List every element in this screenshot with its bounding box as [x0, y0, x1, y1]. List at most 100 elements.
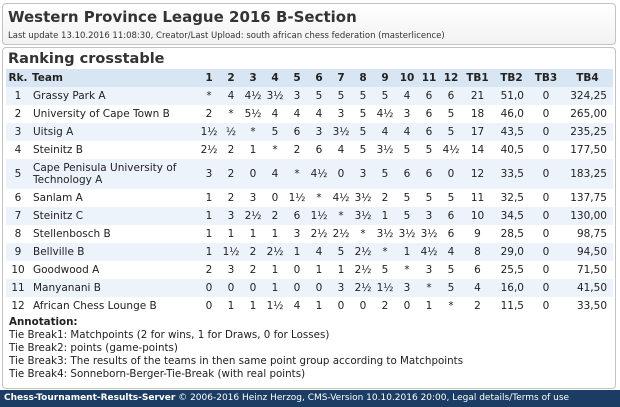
- result-cell: 2½: [264, 243, 286, 261]
- team-name-link[interactable]: Steinitz B: [30, 141, 198, 159]
- tb2-cell: 29,0: [493, 243, 530, 261]
- result-cell: 1: [308, 297, 330, 315]
- result-cell: 5: [352, 123, 374, 141]
- result-cell: ½: [220, 123, 242, 141]
- column-header: TB3: [530, 69, 562, 87]
- result-cell: 4: [308, 105, 330, 123]
- tb1-cell: 2: [462, 297, 493, 315]
- table-row: 7 Steinitz C 1 3 2½ 2 6 1½ * 3½ 1 5 3 6 10 34,5 0 130,00: [6, 207, 613, 225]
- table-row: 3 Uitsig A 1½ ½ * 5 6 3 3½ 5 4 4 6 5 17 43,5 0 235,25: [6, 123, 613, 141]
- result-cell: 3: [286, 87, 308, 105]
- result-cell: 5: [440, 123, 462, 141]
- result-cell: 6: [418, 123, 440, 141]
- tb3-cell: 0: [530, 279, 562, 297]
- result-cell: 4: [308, 243, 330, 261]
- tb3-cell: 0: [530, 297, 562, 315]
- result-cell: 0: [440, 159, 462, 189]
- rank-cell: 11: [6, 279, 30, 297]
- column-header: 5: [286, 69, 308, 87]
- result-cell: 5: [396, 207, 418, 225]
- result-cell: 6: [418, 87, 440, 105]
- result-cell: 1: [242, 141, 264, 159]
- result-cell: 0: [198, 297, 220, 315]
- result-cell: 3½: [418, 225, 440, 243]
- result-cell: 4: [374, 123, 396, 141]
- column-header: 4: [264, 69, 286, 87]
- tb4-cell: 265,00: [562, 105, 613, 123]
- result-cell: *: [330, 207, 352, 225]
- result-cell: 1: [308, 261, 330, 279]
- annotation-line-tb4: Tie Break4: Sonneborn-Berger-Tie-Break (…: [9, 368, 306, 380]
- table-row: 9 Bellville B 1 1½ 2 2½ 1 4 5 2½ * 1 4½ 4 8 29,0 0 94,50: [6, 243, 613, 261]
- result-cell: 1: [264, 279, 286, 297]
- column-header: TB1: [462, 69, 493, 87]
- footer-brand-link[interactable]: Chess-Tournament-Results-Server: [4, 393, 176, 403]
- tb1-cell: 17: [462, 123, 493, 141]
- tb2-cell: 11,5: [493, 297, 530, 315]
- result-cell: 2: [220, 189, 242, 207]
- result-cell: 1: [396, 243, 418, 261]
- crosstable-panel: Ranking crosstable Rk. Team 1 2 3 4 5 6 7 8 9 10 11 1…: [2, 47, 616, 389]
- result-cell: 5: [374, 159, 396, 189]
- result-cell: *: [418, 279, 440, 297]
- result-cell: 4: [440, 243, 462, 261]
- result-cell: 0: [242, 279, 264, 297]
- team-name-link[interactable]: Steinitz C: [30, 207, 198, 225]
- annotation: Annotation: Tie Break1: Matchpoints (2 f…: [9, 316, 463, 381]
- rank-cell: 6: [6, 189, 30, 207]
- table-row: 12 African Chess Lounge B 0 1 1 1½ 4 1 0 0 2 0 1 * 2 11…: [6, 297, 613, 315]
- team-name-link[interactable]: Cape Penisula University of Technology A: [30, 159, 198, 189]
- table-row: 1 Grassy Park A * 4 4½ 3½ 3 5 5 5 5 4 6 6 21 51,0 0 324,2…: [6, 87, 613, 105]
- result-cell: *: [308, 189, 330, 207]
- team-name-link[interactable]: University of Cape Town B: [30, 105, 198, 123]
- tb2-cell: 16,0: [493, 279, 530, 297]
- result-cell: 4: [220, 87, 242, 105]
- result-cell: 6: [440, 207, 462, 225]
- result-cell: 5: [440, 279, 462, 297]
- tb3-cell: 0: [530, 261, 562, 279]
- result-cell: 3½: [330, 123, 352, 141]
- result-cell: 3: [396, 105, 418, 123]
- result-cell: 6: [286, 123, 308, 141]
- result-cell: 5: [374, 261, 396, 279]
- result-cell: 4½: [374, 105, 396, 123]
- result-cell: 5: [440, 105, 462, 123]
- result-cell: 5: [440, 189, 462, 207]
- table-row: 4 Steinitz B 2½ 2 1 * 2 6 4 5 3½ 5 5 4½ 14 40,5 0 177,50: [6, 141, 613, 159]
- rank-cell: 4: [6, 141, 30, 159]
- team-name-link[interactable]: Manyanani B: [30, 279, 198, 297]
- result-cell: 0: [352, 297, 374, 315]
- result-cell: 1: [242, 225, 264, 243]
- column-header-team: Team: [30, 69, 198, 87]
- team-name-link[interactable]: African Chess Lounge B: [30, 297, 198, 315]
- result-cell: 2: [242, 243, 264, 261]
- result-cell: 3: [286, 225, 308, 243]
- result-cell: 6: [440, 87, 462, 105]
- tb1-cell: 18: [462, 105, 493, 123]
- result-cell: 1: [286, 243, 308, 261]
- team-name-link[interactable]: Uitsig A: [30, 123, 198, 141]
- table-row: 8 Stellenbosch B 1 1 1 1 3 2½ 2½ * 3½ 3½ 3½ 6 9 28,5 0 98…: [6, 225, 613, 243]
- tb4-cell: 177,50: [562, 141, 613, 159]
- result-cell: 1: [330, 261, 352, 279]
- result-cell: 5: [440, 261, 462, 279]
- column-header: 3: [242, 69, 264, 87]
- result-cell: 5: [352, 87, 374, 105]
- column-header: Rk.: [6, 69, 30, 87]
- rank-cell: 10: [6, 261, 30, 279]
- tb2-cell: 46,0: [493, 105, 530, 123]
- team-name-link[interactable]: Sanlam A: [30, 189, 198, 207]
- result-cell: 3½: [352, 207, 374, 225]
- result-cell: 2: [374, 189, 396, 207]
- team-name-link[interactable]: Bellville B: [30, 243, 198, 261]
- rank-cell: 2: [6, 105, 30, 123]
- rank-cell: 5: [6, 159, 30, 189]
- result-cell: 3: [198, 159, 220, 189]
- team-name-link[interactable]: Grassy Park A: [30, 87, 198, 105]
- result-cell: 1½: [286, 189, 308, 207]
- team-name-link[interactable]: Stellenbosch B: [30, 225, 198, 243]
- result-cell: 2: [198, 261, 220, 279]
- team-name-link[interactable]: Goodwood A: [30, 261, 198, 279]
- result-cell: 5: [418, 189, 440, 207]
- tb4-cell: 41,50: [562, 279, 613, 297]
